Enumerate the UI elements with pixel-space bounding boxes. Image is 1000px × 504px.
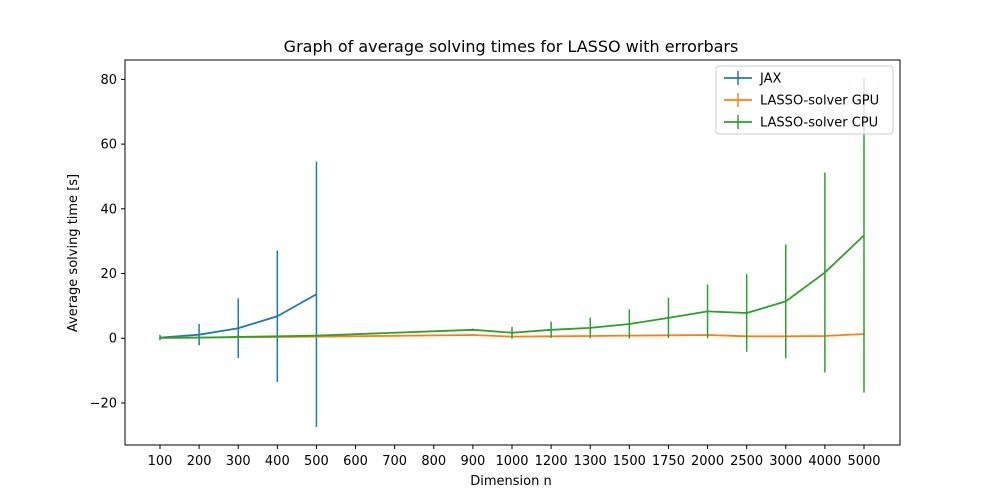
legend-entry: JAX: [724, 71, 781, 87]
x-tick-label: 300: [226, 454, 251, 469]
y-tick-label: −20: [90, 396, 117, 411]
x-tick-label: 3000: [769, 454, 802, 469]
y-tick-label: 60: [100, 138, 117, 153]
legend-label: LASSO-solver GPU: [760, 94, 879, 109]
x-tick-label: 1000: [495, 454, 528, 469]
y-tick-label: 40: [100, 202, 117, 217]
x-tick-label: 1750: [652, 454, 685, 469]
x-tick-label: 200: [187, 454, 212, 469]
x-tick-label: 2500: [730, 454, 763, 469]
axes: 100 200 300 400 500 600 700 800 900 1000 1200 1300 1…: [90, 59, 901, 469]
legend: JAX LASSO-solver GPU LASSO-solver CPU: [715, 65, 894, 135]
legend-entry: LASSO-solver CPU: [724, 115, 878, 131]
legend-label: JAX: [759, 72, 781, 87]
x-tick-label: 4000: [808, 454, 841, 469]
x-axis-label: Dimension n: [470, 474, 551, 489]
x-tick-label: 1200: [535, 454, 568, 469]
y-axis-label: Average solving time [s]: [66, 174, 81, 332]
series-line: [159, 293, 317, 339]
legend-label: LASSO-solver CPU: [760, 116, 878, 131]
x-tick-label: 800: [421, 454, 446, 469]
legend-box: [715, 65, 894, 135]
series-0: [159, 161, 318, 427]
chart-title: Graph of average solving times for LASSO…: [284, 37, 739, 56]
x-tick-label: 1300: [574, 454, 607, 469]
x-tick-label: 500: [304, 454, 329, 469]
x-tick-label: 700: [382, 454, 407, 469]
x-tick-label: 900: [460, 454, 485, 469]
y-tick-label: 0: [109, 332, 117, 347]
x-tick-label: 600: [343, 454, 368, 469]
y-tick-label: 80: [100, 73, 117, 88]
x-tick-label: 400: [265, 454, 290, 469]
y-tick-label: 20: [100, 267, 117, 282]
x-tick-label: 100: [148, 454, 173, 469]
legend-entry: LASSO-solver GPU: [724, 93, 879, 109]
x-tick-label: 5000: [847, 454, 880, 469]
series-line: [159, 234, 865, 339]
x-tick-label: 2000: [691, 454, 724, 469]
x-tick-label: 1500: [613, 454, 646, 469]
